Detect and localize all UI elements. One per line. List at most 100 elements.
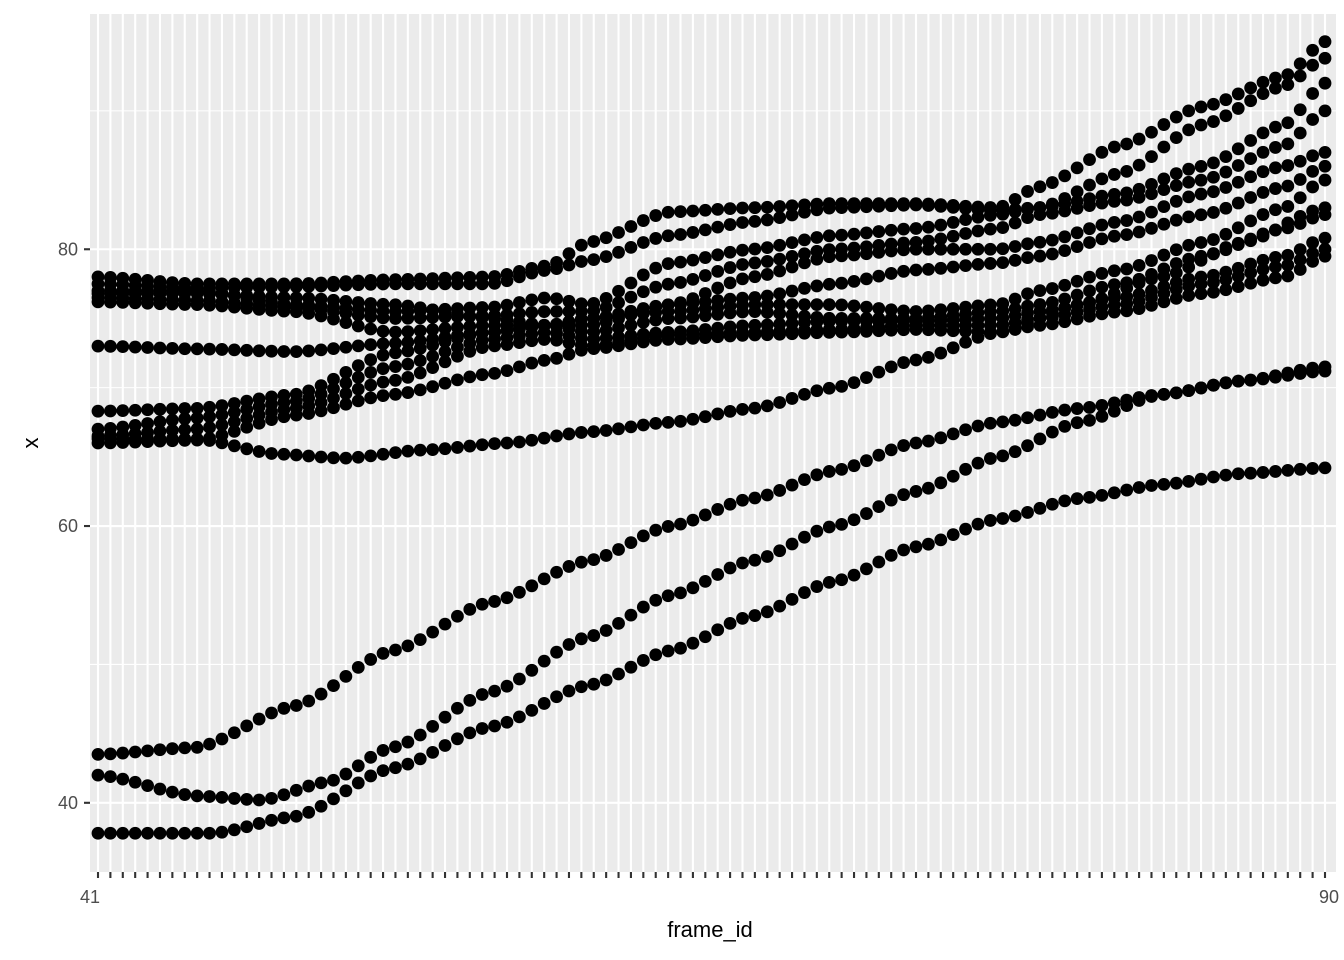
data-point — [141, 826, 154, 840]
data-point — [203, 287, 216, 301]
data-point — [1083, 413, 1096, 427]
data-point — [835, 462, 849, 476]
data-point — [661, 644, 675, 658]
data-point — [909, 323, 923, 336]
y-axis-title: x — [18, 438, 43, 449]
data-point — [636, 315, 650, 329]
data-point — [1281, 200, 1295, 213]
data-point — [798, 233, 811, 247]
data-point — [1194, 381, 1208, 395]
data-point — [389, 643, 402, 657]
data-point — [327, 312, 340, 326]
data-point — [203, 826, 216, 840]
data-point — [921, 323, 935, 337]
data-point — [686, 204, 700, 218]
data-point — [847, 274, 861, 288]
data-point — [723, 616, 737, 630]
data-point — [512, 672, 526, 686]
data-point — [1207, 170, 1220, 184]
data-point — [946, 242, 960, 256]
data-point — [574, 555, 588, 569]
data-point — [314, 343, 328, 357]
data-point — [1021, 287, 1034, 301]
data-point — [240, 792, 254, 806]
data-point — [723, 218, 737, 231]
data-point — [1120, 193, 1134, 207]
data-point — [636, 236, 650, 249]
data-point — [537, 431, 551, 445]
data-point — [1256, 229, 1270, 243]
data-point — [723, 306, 737, 320]
data-point — [649, 593, 663, 607]
data-point — [773, 544, 787, 558]
data-point — [822, 465, 836, 478]
data-point — [835, 573, 849, 587]
data-point — [302, 344, 316, 358]
data-point — [661, 520, 675, 533]
data-point — [525, 663, 539, 677]
data-point — [698, 309, 712, 323]
data-point — [1318, 104, 1332, 118]
data-point — [946, 201, 960, 214]
data-point — [822, 201, 836, 215]
data-point — [934, 242, 948, 256]
data-point — [550, 292, 563, 306]
data-point — [1058, 292, 1072, 306]
data-point — [847, 200, 861, 214]
data-point — [1120, 214, 1134, 227]
data-point — [1306, 254, 1320, 268]
data-point — [971, 456, 985, 470]
data-point — [512, 435, 526, 449]
data-point — [798, 586, 811, 599]
data-point — [612, 616, 625, 630]
data-point — [376, 277, 390, 291]
data-point — [773, 200, 787, 213]
data-point — [351, 278, 365, 292]
data-point — [401, 357, 415, 371]
data-point — [153, 287, 167, 300]
data-point — [1256, 253, 1270, 267]
data-point — [847, 299, 861, 313]
data-point — [215, 825, 229, 839]
data-point — [1256, 75, 1270, 89]
data-point — [339, 397, 353, 411]
data-point — [1269, 71, 1282, 85]
data-point — [413, 752, 427, 766]
data-point — [587, 311, 601, 325]
data-point — [1169, 291, 1183, 305]
data-point — [277, 345, 291, 358]
data-point — [426, 746, 440, 759]
data-point — [1293, 191, 1307, 205]
data-point — [252, 416, 266, 430]
data-point — [587, 677, 601, 691]
data-point — [599, 311, 613, 324]
data-point — [389, 360, 402, 373]
data-point — [1070, 288, 1084, 302]
data-point — [798, 530, 811, 544]
data-point — [1244, 373, 1258, 387]
data-point — [401, 757, 415, 771]
data-point — [116, 287, 130, 300]
data-point — [1194, 277, 1208, 291]
data-point — [227, 726, 241, 740]
data-point — [426, 349, 440, 363]
data-point — [860, 562, 873, 576]
data-point — [723, 245, 737, 259]
data-point — [1281, 179, 1295, 193]
data-point — [116, 432, 130, 446]
data-point — [451, 701, 464, 715]
data-point — [1033, 180, 1047, 194]
data-point — [686, 331, 700, 345]
data-point — [327, 372, 340, 386]
data-point — [413, 443, 427, 457]
data-point — [822, 250, 836, 264]
data-point — [1231, 269, 1245, 283]
data-point — [1219, 468, 1233, 482]
data-point — [884, 199, 898, 213]
data-point — [1157, 118, 1171, 131]
data-point — [438, 355, 452, 369]
data-point — [227, 439, 241, 453]
data-point — [401, 277, 415, 291]
data-point — [1070, 161, 1084, 175]
data-point — [203, 434, 216, 447]
